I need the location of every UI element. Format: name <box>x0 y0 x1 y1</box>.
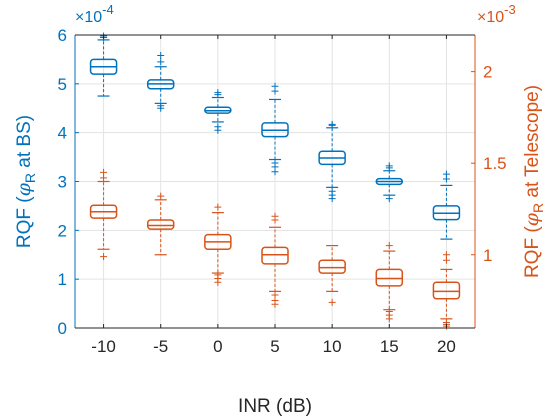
x-tick-label: 15 <box>380 337 399 356</box>
right-exponent-base: ×10 <box>477 9 504 26</box>
left-axis-label: RQF (φR at BS) <box>13 115 38 248</box>
outlier-marker <box>214 271 222 279</box>
outlier-marker <box>214 89 222 97</box>
outlier-marker <box>385 308 393 316</box>
left-axis-label-sub: R <box>22 173 38 183</box>
outlier-marker <box>385 242 393 250</box>
outlier-marker <box>271 159 279 167</box>
outlier-marker <box>157 52 165 60</box>
left-box--5 <box>146 52 175 112</box>
left-y-tick-label: 5 <box>58 75 67 94</box>
left-exponent-power: -4 <box>102 2 114 17</box>
outlier-marker <box>271 82 279 90</box>
outlier-marker <box>214 123 222 131</box>
box-iqr <box>261 246 289 265</box>
left-series-boxes <box>89 32 461 240</box>
right-exponent-label: ×10-3 <box>477 2 516 26</box>
left-y-tick-label: 4 <box>58 124 67 143</box>
left-y-tick-label: 3 <box>58 173 67 192</box>
left-axis-label-prefix: RQF ( <box>14 196 35 248</box>
right-y-tick-label: 2 <box>483 63 492 82</box>
right-y-tick-label: 1.5 <box>483 154 507 173</box>
right-box-10 <box>318 244 346 306</box>
right-exponent-power: -3 <box>504 2 516 17</box>
left-y-tick-label: 2 <box>58 221 67 240</box>
left-y-tick-label: 0 <box>58 319 67 338</box>
outlier-marker <box>271 291 279 299</box>
left-y-tick-label: 6 <box>58 26 67 45</box>
box-iqr <box>318 259 346 274</box>
left-exponent-label: ×10-4 <box>75 2 114 26</box>
left-box-0 <box>204 89 232 134</box>
left-axis-label-suffix: at BS) <box>14 115 35 173</box>
box-iqr <box>146 219 175 230</box>
outlier-marker <box>328 187 336 195</box>
left-box-10 <box>318 120 346 203</box>
left-box-15 <box>375 162 404 203</box>
right-axis-label-suffix: at Telescope) <box>522 85 543 203</box>
outlier-marker <box>271 212 279 220</box>
outlier-marker <box>100 168 108 176</box>
outlier-marker <box>214 203 222 211</box>
left-exponent-base: ×10 <box>75 9 102 26</box>
right-box-15 <box>375 242 404 323</box>
box-iqr <box>375 268 404 287</box>
outlier-marker <box>385 162 393 170</box>
x-axis-label: INR (dB) <box>238 396 312 417</box>
left-box-20 <box>432 170 461 240</box>
left-axis-label-phi: φ <box>13 182 35 196</box>
left-box-5 <box>261 82 289 176</box>
outlier-marker <box>442 170 450 178</box>
right-box-5 <box>261 212 289 308</box>
right-box-0 <box>204 203 232 286</box>
x-tick-label: -5 <box>153 337 168 356</box>
x-tick-label: 20 <box>437 337 456 356</box>
left-y-tick-label: 1 <box>58 270 67 289</box>
x-tick-label: 5 <box>270 337 279 356</box>
right-axis-label-phi: φ <box>521 212 543 226</box>
outlier-marker <box>442 251 450 259</box>
outlier-marker <box>157 58 165 66</box>
right-y-tick-label: 1 <box>483 246 492 265</box>
x-tick-label: 10 <box>323 337 342 356</box>
right-box--10 <box>89 168 118 261</box>
outlier-marker <box>157 192 165 200</box>
outlier-marker <box>100 253 108 261</box>
x-tick-label: 0 <box>213 337 222 356</box>
outlier-marker <box>157 102 165 110</box>
right-series-boxes <box>89 168 461 330</box>
right-axis-label-prefix: RQF ( <box>522 226 543 278</box>
axes: -10 -5 0 5 10 15 20 0 1 2 3 4 5 6 1 1.5 2 <box>58 26 507 356</box>
box-iqr <box>432 281 461 300</box>
right-box-20 <box>432 251 461 330</box>
outlier-marker <box>328 298 336 306</box>
right-axis-label: RQF (φR at Telescope) <box>521 85 546 278</box>
right-axis-label-sub: R <box>530 203 546 213</box>
outlier-marker <box>385 195 393 203</box>
x-tick-label: -10 <box>91 337 116 356</box>
right-box--5 <box>146 192 175 256</box>
outlier-marker <box>328 120 336 128</box>
